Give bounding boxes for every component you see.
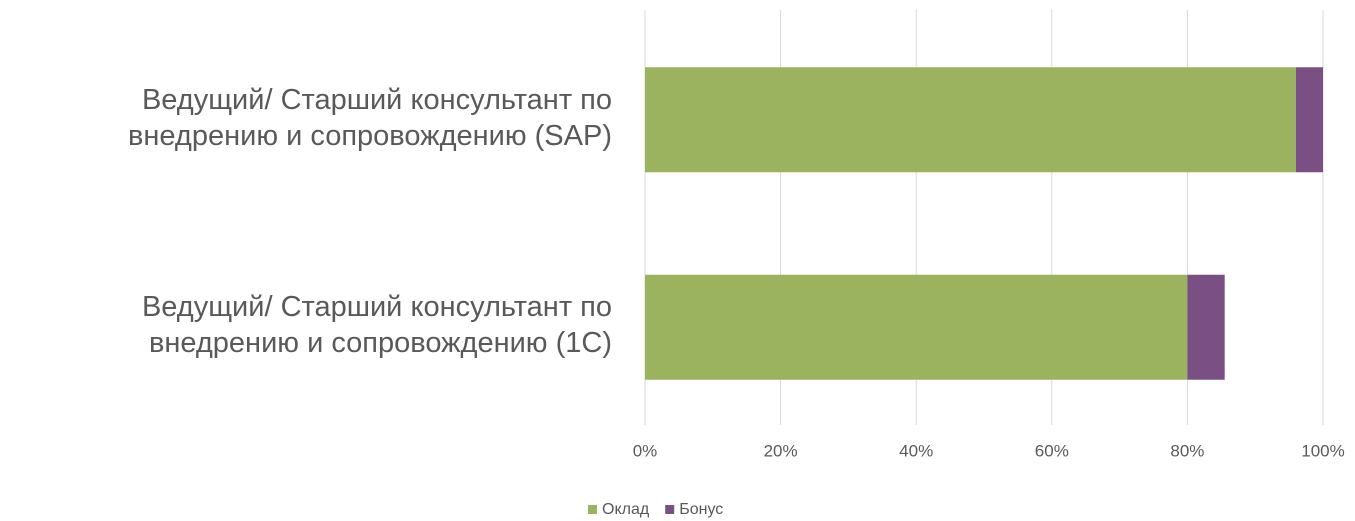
x-tick-label: 40% <box>899 441 933 460</box>
legend-label: Бонус <box>679 501 723 518</box>
legend-label: Оклад <box>602 501 650 518</box>
bar-segment <box>1187 274 1225 380</box>
bar-segment <box>645 274 1188 380</box>
y-tick-label: Ведущий/ Старший консультант по внедрени… <box>141 291 612 360</box>
x-tick-label: 100% <box>1301 441 1344 460</box>
legend-swatch <box>665 505 675 514</box>
x-tick-label: 20% <box>764 441 798 460</box>
bar-segment <box>645 67 1296 173</box>
x-tick-label: 0% <box>633 441 658 460</box>
y-tick-label: Ведущий/ Старший консультант по внедрени… <box>128 83 612 152</box>
legend-swatch <box>588 505 597 514</box>
x-tick-label: 60% <box>1035 441 1069 460</box>
x-tick-label: 80% <box>1170 441 1204 460</box>
bar-segment <box>1295 67 1323 173</box>
